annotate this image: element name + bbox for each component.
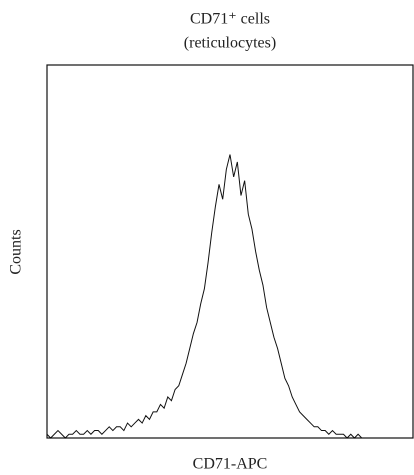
plot-frame (46, 64, 414, 439)
chart-title-line: (reticulocytes) (184, 35, 276, 52)
y-axis-label: Counts (8, 229, 25, 274)
histogram-line (46, 154, 413, 439)
chart-title-line: CD71⁺ cells (190, 11, 270, 28)
x-axis-label: CD71-APC (193, 456, 268, 473)
